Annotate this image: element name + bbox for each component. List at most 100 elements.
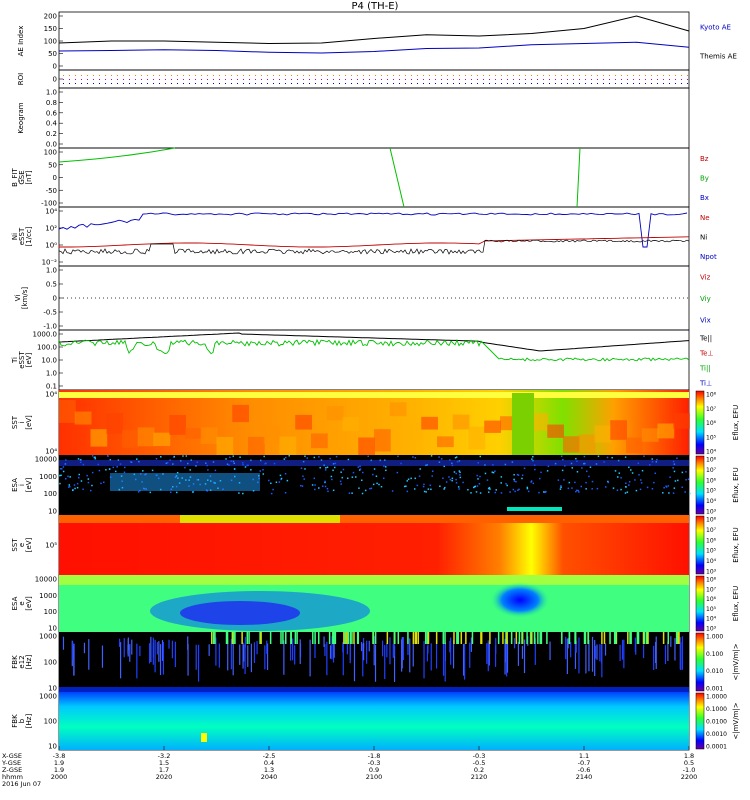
esa-ion-pixel [458,470,461,472]
roi-dot [225,79,226,80]
roi-dot [153,75,154,76]
panel-frame [58,265,690,331]
fbk-e12-pixel [392,644,394,658]
fbk-e12-top-stripe [609,632,611,644]
esa-ion-pixel [182,455,184,457]
esa-ion-pixel [607,480,609,483]
esa-ion-pixel [341,476,344,479]
colorbar-tick-label: 10⁸ [706,577,717,584]
esa-ion-pixel [364,489,367,492]
esa-ion-pixel [635,489,638,492]
roi-dot [159,75,160,76]
esa-ion-pixel [425,491,427,493]
fbk-e12-pixel [232,641,234,676]
panel-ytick-label: 10.0 [41,357,57,365]
esa-ion-pixel [270,482,272,485]
fbk-e12-pixel [174,641,176,668]
esa-ion-pixel [375,475,378,477]
fbk-e12-pixel [119,642,122,679]
roi-dot [471,79,472,80]
fbk-e12-top-stripe [587,632,590,644]
esa-ion-pixel [77,476,80,479]
roi-dot [579,83,580,84]
roi-dot [285,75,286,76]
fbk-e12-pixel [197,644,200,682]
fbk-e12-pixel [567,638,569,649]
fbk-e12-pixel [619,644,621,662]
roi-dot [171,75,172,76]
colorbar-tick-label: 10³ [706,569,717,576]
roi-dot [159,83,160,84]
esa-ion-pixel [539,477,541,480]
esa-ion-pixel [324,469,327,471]
panel-legend-label: Te|| [699,335,712,343]
roi-dot [387,79,388,80]
panel-frame [58,329,690,391]
roi-dot [393,75,394,76]
esa-ion-pixel [278,481,281,483]
fbk-e12-pixel [363,642,365,661]
fbk-e12-pixel [299,639,301,664]
fbk-e12-pixel [401,637,403,669]
esa-electron-core [180,601,300,625]
esa-ion-pixel [517,474,520,476]
fbk-e12-top-stripe [465,632,467,644]
esa-ion-pixel [160,456,162,458]
esa-ion-pixel [476,474,478,477]
fbk-e12-pixel [294,645,296,665]
roi-dot [303,83,304,84]
colorbar [695,455,705,515]
fbk-e12-top-stripe [259,632,261,644]
roi-dot [267,75,268,76]
roi-dot [621,79,622,80]
roi-dot [339,75,340,76]
esa-ion-pixel [521,474,524,476]
esa-ion-pixel [576,471,579,473]
roi-dot [663,79,664,80]
esa-ion-pixel [451,477,454,480]
fbk-e12-top-stripe [417,632,419,644]
fbk-e12-pixel [594,645,597,659]
roi-dot [489,79,490,80]
roi-dot [225,83,226,84]
xaxis-tick-label: 2000 [51,773,68,781]
roi-dot [447,75,448,76]
esa-ion-pixel [547,465,550,468]
esa-ion-pixel [175,491,178,494]
esa-ion-pixel [62,470,65,473]
esa-ion-pixel [662,492,664,494]
fbk-e12-pixel [423,641,425,679]
fbk-e12-pixel [506,640,509,673]
esa-ion-pixel [382,477,385,480]
colorbar-tick-label: 10⁸ [706,457,717,464]
esa-ion-pixel [284,472,287,475]
roi-dot [189,75,190,76]
npot-line [58,212,688,248]
roi-dot [435,83,436,84]
fbk-e12-pixel [326,641,328,676]
fbk-e12-top-stripe [546,632,548,644]
roi-dot [519,83,520,84]
fbk-e12-pixel [401,639,403,672]
colorbar-tick-label: 10⁴ [706,616,717,623]
roi-dot [117,83,118,84]
roi-dot [303,79,304,80]
roi-dot [315,83,316,84]
roi-dot [399,75,400,76]
colorbar-tick-label: 10⁷ [706,586,717,593]
xaxis-tick-label: 2020 [156,773,173,781]
roi-dot [231,75,232,76]
esa-ion-pixel [107,455,109,457]
panel-ylabel: [eV] [25,477,33,492]
sst-ion-top-band [59,392,689,398]
esa-ion-pixel [673,470,676,473]
esa-ion-pixel [91,471,94,474]
esa-ion-pixel [108,468,111,470]
roi-dot [81,79,82,80]
xaxis-tick-label: -3.2 [158,752,171,760]
ae-lines [58,15,690,54]
esa-ion-pixel [643,455,645,457]
colorbar-tick-label: 0.0100 [706,719,727,726]
roi-dot [183,75,184,76]
roi-dot [633,83,634,84]
